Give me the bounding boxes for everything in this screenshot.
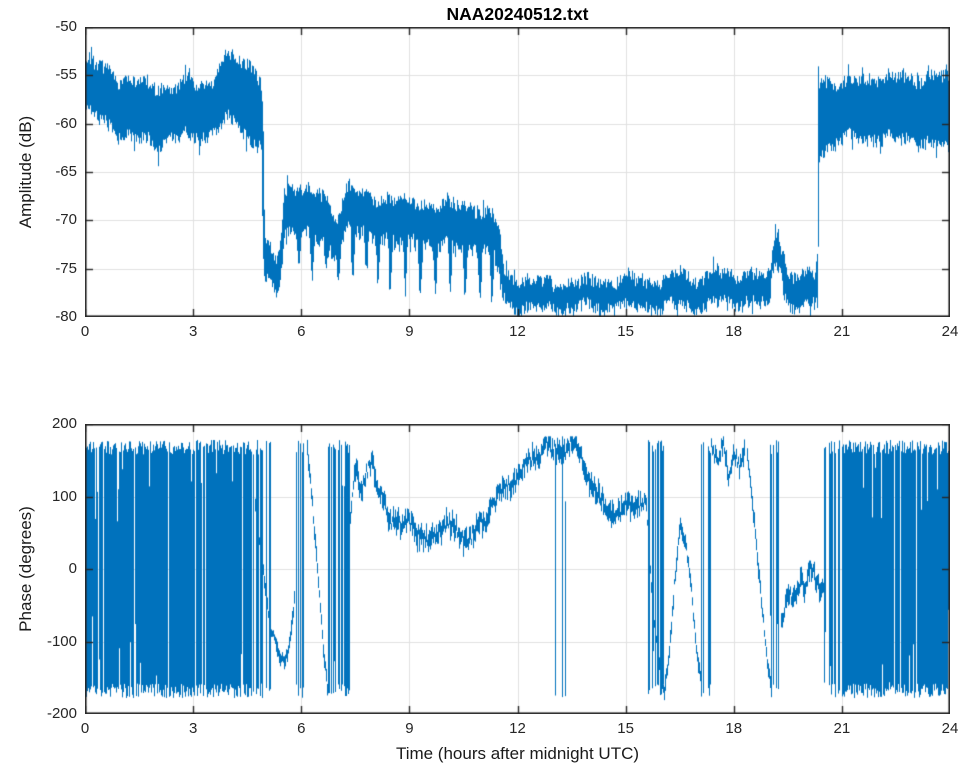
phase-y-tick-label: 0 [68,560,77,577]
amplitude-x-tick-label: 9 [405,323,414,340]
amplitude-x-tick-label: 21 [833,323,851,340]
phase-y-tick-label: 200 [51,415,77,432]
amplitude-x-tick-label: 12 [509,323,526,340]
phase-plot-canvas [85,424,950,714]
phase-x-tick-label: 15 [617,720,634,737]
phase-x-tick-label: 9 [405,720,414,737]
time-axis-label: Time (hours after midnight UTC) [395,744,640,763]
amplitude-x-tick-label: 15 [617,323,634,340]
amplitude-x-tick-label: 6 [297,323,306,340]
amplitude-y-tick-label: -60 [55,114,77,132]
phase-x-tick-label: 3 [188,720,198,737]
amplitude-x-tick-label: 0 [80,323,90,340]
plot-title: NAA20240512.txt [446,4,589,24]
phase-y-tick-label: -200 [46,705,77,722]
amplitude-y-tick-label: -75 [55,259,77,277]
phase-x-tick-label: 6 [297,720,306,737]
amplitude-y-tick-label: -65 [55,163,77,180]
amplitude-y-tick-label: -50 [55,18,77,35]
phase-x-tick-label: 12 [509,720,526,737]
phase-y-tick-label: -100 [46,632,77,650]
phase-x-tick-label: 18 [725,720,743,737]
amplitude-x-tick-label: 18 [725,323,743,340]
amplitude-y-tick-label: -80 [55,308,77,325]
amplitude-y-tick-label: -55 [55,66,77,84]
amplitude-plot-canvas [85,27,950,317]
phase-x-tick-label: 24 [941,720,959,737]
amplitude-x-tick-label: 24 [941,323,959,340]
amplitude-y-tick-label: -70 [55,211,77,229]
phase-x-tick-label: 21 [833,720,851,737]
amplitude-x-tick-label: 3 [188,323,198,340]
phase-x-tick-label: 0 [80,720,90,737]
phase-y-tick-label: 100 [51,487,77,505]
